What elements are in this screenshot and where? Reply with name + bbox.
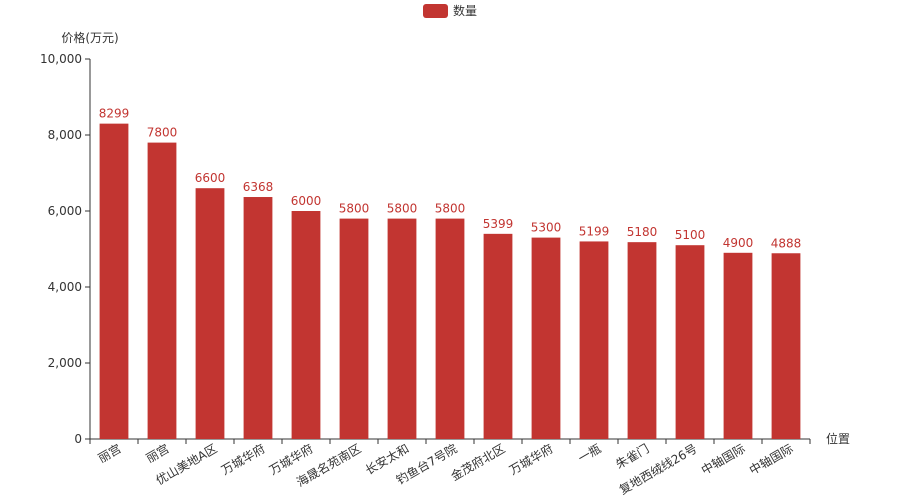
bar-value-label: 5300 bbox=[531, 221, 562, 235]
x-tick-label: 丽宫 bbox=[143, 441, 171, 466]
bar[interactable] bbox=[435, 218, 465, 439]
y-tick-label: 10,000 bbox=[40, 52, 82, 66]
bar[interactable] bbox=[387, 218, 417, 439]
bar-value-label: 5100 bbox=[675, 228, 706, 242]
x-tick-label: 万城华府 bbox=[506, 441, 555, 478]
bar[interactable] bbox=[483, 233, 513, 439]
bar[interactable] bbox=[339, 218, 369, 439]
x-tick-label: 中轴国际 bbox=[746, 441, 795, 478]
bar-value-label: 6600 bbox=[195, 171, 226, 185]
x-axis-title: 位置 bbox=[826, 431, 850, 446]
bar-value-label: 5199 bbox=[579, 224, 610, 238]
x-tick-label: 朱雀门 bbox=[613, 441, 652, 472]
legend-label[interactable]: 数量 bbox=[453, 3, 477, 18]
bar[interactable] bbox=[243, 197, 273, 439]
bar-value-label: 4900 bbox=[723, 236, 754, 250]
bar[interactable] bbox=[627, 242, 657, 439]
bar[interactable] bbox=[99, 123, 129, 439]
x-tick-label: 一瓶 bbox=[576, 441, 604, 465]
bar-value-label: 5800 bbox=[435, 202, 466, 216]
bar-value-label: 8299 bbox=[99, 107, 130, 121]
y-axis-title: 价格(万元) bbox=[61, 30, 118, 45]
bar[interactable] bbox=[723, 252, 753, 439]
legend[interactable]: 数量 bbox=[423, 3, 477, 18]
x-tick-label: 万城华府 bbox=[218, 441, 267, 478]
y-tick-label: 0 bbox=[74, 432, 82, 446]
bar-value-label: 6000 bbox=[291, 194, 322, 208]
x-tick-label: 金茂府北区 bbox=[448, 441, 507, 484]
y-axis: 0 2,000 4,000 6,000 8,000 10,000 bbox=[40, 52, 91, 446]
x-tick-label: 丽宫 bbox=[95, 441, 123, 466]
bar-value-label: 5800 bbox=[387, 202, 418, 216]
bar-value-label: 5399 bbox=[483, 217, 514, 231]
bar[interactable] bbox=[771, 253, 801, 439]
x-axis: 丽宫 丽宫优山美地A区 万城华府 万城华府海晟名苑南区 长安太和钓鱼台7号院金茂府北区万… bbox=[89, 438, 811, 497]
bars: 8299 7800 6600 6368 6000 5800 5800 5800 5399 5300… bbox=[99, 107, 802, 439]
bar[interactable] bbox=[531, 237, 561, 439]
bar-value-label: 7800 bbox=[147, 126, 178, 140]
bar[interactable] bbox=[195, 188, 225, 439]
bar-value-label: 5800 bbox=[339, 202, 370, 216]
bar[interactable] bbox=[147, 142, 177, 439]
bar[interactable] bbox=[675, 245, 705, 439]
bar-value-label: 6368 bbox=[243, 180, 274, 194]
bar[interactable] bbox=[579, 241, 609, 439]
bar-value-label: 4888 bbox=[771, 236, 802, 250]
x-tick-label: 中轴国际 bbox=[698, 441, 747, 478]
y-tick-label: 8,000 bbox=[48, 128, 82, 142]
bar[interactable] bbox=[291, 211, 321, 439]
bar-value-label: 5180 bbox=[627, 225, 658, 239]
y-tick-label: 4,000 bbox=[48, 280, 82, 294]
y-tick-label: 2,000 bbox=[48, 356, 82, 370]
legend-swatch[interactable] bbox=[423, 4, 448, 18]
y-tick-label: 6,000 bbox=[48, 204, 82, 218]
